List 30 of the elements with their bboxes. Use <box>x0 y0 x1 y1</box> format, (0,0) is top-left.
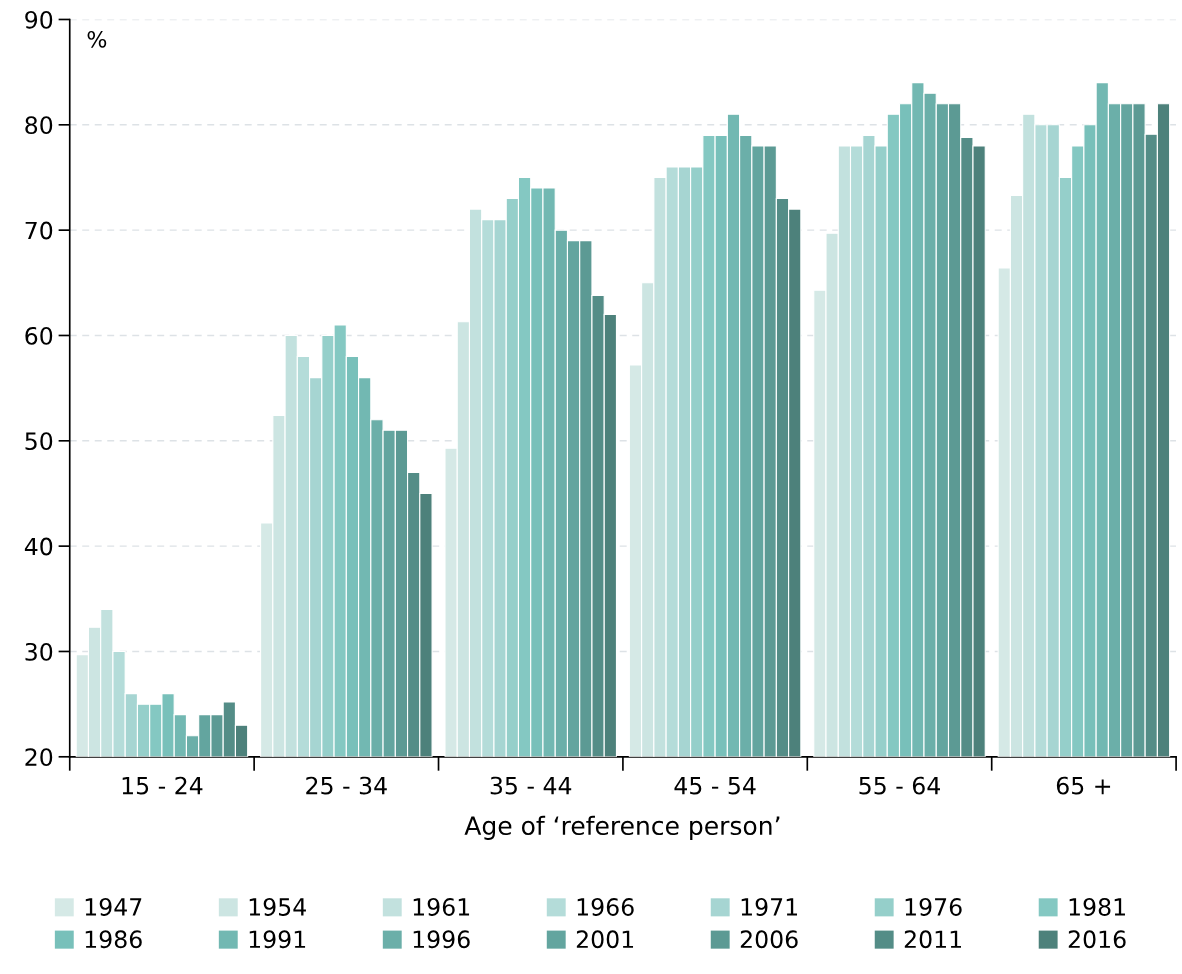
legend-label: 1976 <box>905 898 962 916</box>
annotation: % <box>87 30 107 48</box>
x-tick-label: 45 - 54 <box>674 776 756 795</box>
y-tick-label: 80 <box>25 116 53 135</box>
legend-label: 2006 <box>740 930 798 949</box>
legend-label: 1996 <box>413 930 470 949</box>
legend-label: 2016 <box>1068 930 1126 949</box>
x-tick-label: 35 - 44 <box>490 776 572 795</box>
legend-label: 1971 <box>741 898 798 916</box>
x-tick-label: 55 - 64 <box>859 776 940 795</box>
legend-label: 1981 <box>1069 898 1125 916</box>
y-tick-label: 60 <box>25 326 53 345</box>
x-tick-label: 65 + <box>1056 776 1111 795</box>
legend-label: 1954 <box>249 898 306 916</box>
legend-label: 1961 <box>413 898 470 916</box>
x-axis-title: Age of ‘reference person’ <box>464 815 780 840</box>
x-tick-label: 25 - 34 <box>306 776 387 795</box>
y-tick-label: 70 <box>25 221 53 240</box>
y-tick-label: 40 <box>24 537 53 556</box>
legend-label: 1947 <box>85 898 142 916</box>
legend-label: 1991 <box>249 930 306 949</box>
legend-label: 2011 <box>904 930 961 949</box>
y-tick-label: 90 <box>25 10 53 29</box>
y-tick-label: 20 <box>25 748 53 767</box>
legend-label: 2001 <box>576 930 634 949</box>
x-tick-label: 15 - 24 <box>122 776 203 795</box>
legend-label: 1966 <box>577 898 634 916</box>
legend-label: 1986 <box>85 930 142 949</box>
y-tick-label: 30 <box>25 642 53 661</box>
y-tick-label: 50 <box>25 432 53 451</box>
